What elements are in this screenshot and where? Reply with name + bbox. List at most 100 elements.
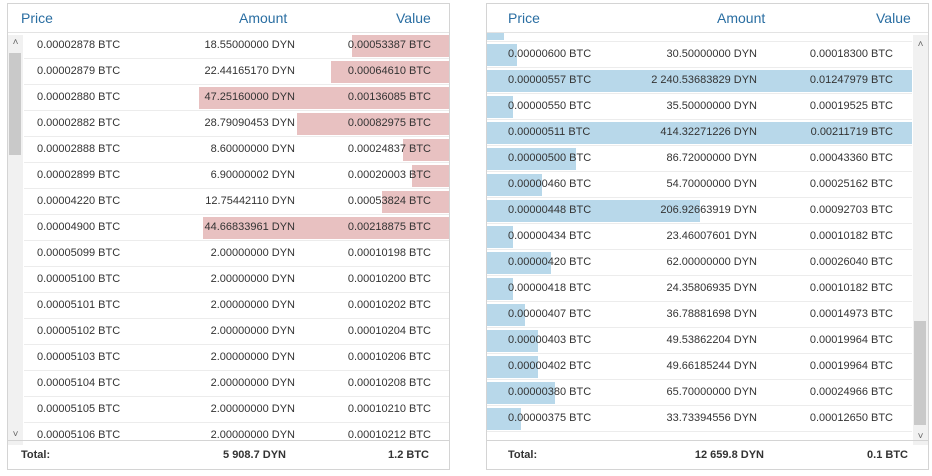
order-row[interactable]: 0.00000375 BTC 33.73394556 DYN 0.00012650 … xyxy=(487,406,912,432)
row-divider xyxy=(24,136,449,137)
order-row[interactable]: 0.00002878 BTC 18.55000000 DYN 0.00053387 … xyxy=(24,33,449,59)
order-price: 0.00000434 BTC xyxy=(508,230,592,242)
order-price: 0.00000557 BTC xyxy=(508,74,592,86)
depth-bar xyxy=(382,191,449,213)
order-row[interactable]: 0.00004900 BTC 44.66833961 DYN 0.00218875 … xyxy=(24,215,449,241)
order-row[interactable]: 0.00002880 BTC 47.25160000 DYN 0.00136085 … xyxy=(24,85,449,111)
column-header-value[interactable]: Value xyxy=(876,10,911,26)
order-row[interactable]: 0.00002899 BTC 6.90000002 DYN 0.00020003 B… xyxy=(24,163,449,189)
order-price: 0.00005100 BTC xyxy=(37,273,121,285)
total-label: Total: xyxy=(21,449,51,461)
row-divider xyxy=(24,396,449,397)
column-header-amount[interactable]: Amount xyxy=(717,10,766,26)
depth-bar xyxy=(331,61,449,83)
order-amount: 28.79090453 DYN xyxy=(204,117,295,129)
buy-order-rows: 0.00000622 BTC 16.76918489 DYN 0.00010430 … xyxy=(487,33,912,445)
order-row[interactable]: 0.00005099 BTC 2.00000000 DYN 0.00010198 B… xyxy=(24,241,449,267)
column-header-price[interactable]: Price xyxy=(21,10,53,26)
order-value: 0.00053824 BTC xyxy=(347,195,431,207)
order-price: 0.00005106 BTC xyxy=(37,429,121,441)
scrollbar-thumb[interactable] xyxy=(914,321,926,425)
order-row[interactable]: 0.00000550 BTC 35.50000000 DYN 0.00019525 … xyxy=(487,94,912,120)
order-row[interactable]: 0.00000500 BTC 86.72000000 DYN 0.00043360 … xyxy=(487,146,912,172)
order-row[interactable]: 0.00002888 BTC 8.60000000 DYN 0.00024837 B… xyxy=(24,137,449,163)
depth-bar xyxy=(487,304,525,326)
order-row[interactable]: 0.00000420 BTC 62.00000000 DYN 0.00026040 … xyxy=(487,250,912,276)
order-value: 0.00024966 BTC xyxy=(809,386,893,398)
row-divider xyxy=(487,379,912,380)
order-amount: 2 240.53683829 DYN xyxy=(651,74,757,86)
order-price: 0.00004220 BTC xyxy=(37,195,121,207)
order-price: 0.00005102 BTC xyxy=(37,325,121,337)
depth-bar xyxy=(487,356,538,378)
scroll-up-arrow[interactable]: ˄ xyxy=(917,39,924,50)
order-amount: 36.78881698 DYN xyxy=(666,308,757,320)
order-amount: 16.76918489 DYN xyxy=(666,33,757,34)
order-row[interactable]: 0.00005106 BTC 2.00000000 DYN 0.00010212 B… xyxy=(24,423,449,445)
row-divider xyxy=(487,119,912,120)
order-amount: 62.00000000 DYN xyxy=(666,256,757,268)
sell-scrollbar[interactable]: ˄ ˅ xyxy=(8,35,23,445)
depth-bar xyxy=(487,330,538,352)
order-amount: 2.00000000 DYN xyxy=(210,247,295,259)
column-header-price[interactable]: Price xyxy=(508,10,540,26)
order-value: 0.00019525 BTC xyxy=(809,100,893,112)
depth-bar xyxy=(487,200,700,222)
column-header-amount[interactable]: Amount xyxy=(239,10,288,26)
order-row[interactable]: 0.00000380 BTC 65.70000000 DYN 0.00024966 … xyxy=(487,380,912,406)
row-divider xyxy=(487,301,912,302)
order-row[interactable]: 0.00000418 BTC 24.35806935 DYN 0.00010182 … xyxy=(487,276,912,302)
order-row[interactable]: 0.00000448 BTC 206.92663919 DYN 0.00092703… xyxy=(487,198,912,224)
row-divider xyxy=(24,58,449,59)
depth-bar xyxy=(487,70,912,92)
sell-orderbook-footer: Total: 5 908.7 DYN 1.2 BTC xyxy=(8,440,449,469)
order-amount: 2.00000000 DYN xyxy=(210,351,295,363)
scroll-down-arrow[interactable]: ˅ xyxy=(12,429,19,440)
order-value: 0.00010182 BTC xyxy=(809,230,893,242)
buy-scrollbar[interactable]: ˄ ˅ xyxy=(913,35,928,445)
order-row[interactable]: 0.00000557 BTC 2 240.53683829 DYN 0.012479… xyxy=(487,68,912,94)
order-amount: 35.50000000 DYN xyxy=(666,100,757,112)
order-row[interactable]: 0.00005103 BTC 2.00000000 DYN 0.00010206 B… xyxy=(24,345,449,371)
order-price: 0.00000402 BTC xyxy=(508,360,592,372)
sell-orderbook-panel: Price Amount Value ˄ ˅ 0.00002878 BTC 18.… xyxy=(7,3,450,470)
order-value: 0.00010182 BTC xyxy=(809,282,893,294)
order-price: 0.00000550 BTC xyxy=(508,100,592,112)
order-value: 0.00010206 BTC xyxy=(347,351,431,363)
order-row[interactable]: 0.00000407 BTC 36.78881698 DYN 0.00014973 … xyxy=(487,302,912,328)
order-row[interactable]: 0.00000402 BTC 49.66185244 DYN 0.00019964 … xyxy=(487,354,912,380)
order-row[interactable]: 0.00002879 BTC 22.44165170 DYN 0.00064610 … xyxy=(24,59,449,85)
scroll-down-arrow[interactable]: ˅ xyxy=(917,431,924,442)
scrollbar-thumb[interactable] xyxy=(9,53,21,155)
row-divider xyxy=(487,197,912,198)
order-row[interactable]: 0.00005104 BTC 2.00000000 DYN 0.00010208 B… xyxy=(24,371,449,397)
order-row[interactable]: 0.00000622 BTC 16.76918489 DYN 0.00010430 … xyxy=(487,33,912,42)
row-divider xyxy=(24,214,449,215)
order-price: 0.00000418 BTC xyxy=(508,282,592,294)
order-price: 0.00005099 BTC xyxy=(37,247,121,259)
depth-bar xyxy=(487,252,551,274)
order-price: 0.00005101 BTC xyxy=(37,299,121,311)
order-row[interactable]: 0.00005102 BTC 2.00000000 DYN 0.00010204 B… xyxy=(24,319,449,345)
order-row[interactable]: 0.00005101 BTC 2.00000000 DYN 0.00010202 B… xyxy=(24,293,449,319)
order-row[interactable]: 0.00000434 BTC 23.46007601 DYN 0.00010182 … xyxy=(487,224,912,250)
order-value: 0.00010204 BTC xyxy=(347,325,431,337)
scroll-up-arrow[interactable]: ˄ xyxy=(12,37,19,48)
order-row[interactable]: 0.00000600 BTC 30.50000000 DYN 0.00018300 … xyxy=(487,42,912,68)
order-row[interactable]: 0.00000403 BTC 49.53862204 DYN 0.00019964 … xyxy=(487,328,912,354)
order-price: 0.00000511 BTC xyxy=(508,126,591,138)
order-price: 0.00002882 BTC xyxy=(37,117,121,129)
order-value: 0.00092703 BTC xyxy=(809,204,893,216)
order-row[interactable]: 0.00000511 BTC 414.32271226 DYN 0.00211719… xyxy=(487,120,912,146)
order-row[interactable]: 0.00005100 BTC 2.00000000 DYN 0.00010200 B… xyxy=(24,267,449,293)
order-row[interactable]: 0.00002882 BTC 28.79090453 DYN 0.00082975 … xyxy=(24,111,449,137)
order-row[interactable]: 0.00000460 BTC 54.70000000 DYN 0.00025162 … xyxy=(487,172,912,198)
order-row[interactable]: 0.00004220 BTC 12.75442110 DYN 0.00053824 … xyxy=(24,189,449,215)
column-header-value[interactable]: Value xyxy=(396,10,431,26)
order-price: 0.00002879 BTC xyxy=(37,65,121,77)
order-value: 0.00053387 BTC xyxy=(347,39,431,51)
order-amount: 2.00000000 DYN xyxy=(210,429,295,441)
order-amount: 12.75442110 DYN xyxy=(205,195,295,207)
order-row[interactable]: 0.00005105 BTC 2.00000000 DYN 0.00010210 B… xyxy=(24,397,449,423)
order-value: 0.00211719 BTC xyxy=(810,126,893,138)
